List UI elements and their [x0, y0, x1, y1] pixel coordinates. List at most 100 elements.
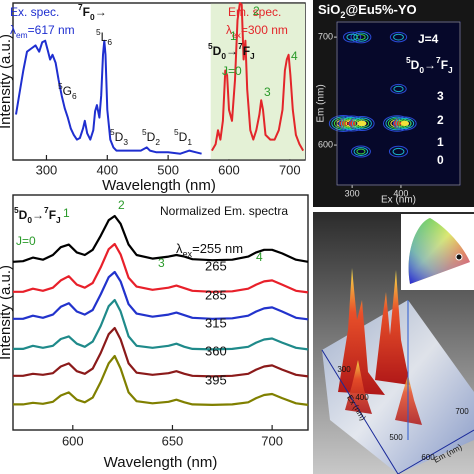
- series-label: 285: [205, 287, 227, 302]
- contour-ring: [343, 31, 362, 43]
- x-tick-label: 700: [279, 162, 301, 177]
- annotation: Ex. spec.: [10, 5, 59, 19]
- contour-ring: [382, 115, 412, 132]
- annotation: 0: [437, 153, 444, 167]
- contour-ring: [389, 31, 408, 43]
- text-part: F: [49, 208, 56, 222]
- annotation: 5D3: [110, 127, 128, 147]
- text-part: D: [179, 130, 188, 144]
- subscript: 6: [107, 37, 112, 47]
- map-frame: [336, 21, 461, 186]
- contour-ring: [400, 120, 410, 127]
- contour-ring: [350, 30, 372, 44]
- text-part: λ: [10, 23, 16, 37]
- superscript: 5: [142, 127, 147, 137]
- contour-ring: [349, 115, 375, 131]
- annotation: 5L6: [96, 27, 112, 47]
- text-part: λ: [226, 23, 232, 37]
- superscript: 7: [78, 2, 83, 12]
- surface-peak: [338, 268, 385, 395]
- superscript: 5: [174, 127, 179, 137]
- surface-peak: [375, 270, 410, 385]
- annotation: 3: [264, 85, 271, 99]
- superscript: 7: [44, 205, 49, 215]
- text-part: @Eu5%-YO: [345, 2, 416, 17]
- x-axis-label: Ex (nm): [381, 195, 416, 206]
- contour-ring: [393, 33, 404, 41]
- subscript: ex: [183, 249, 193, 259]
- annotation: 3: [437, 89, 444, 103]
- subscript: J: [250, 51, 255, 61]
- annotation: 5D0→7FJ: [14, 205, 61, 225]
- subscript: ex: [232, 30, 242, 40]
- text-part: D: [411, 58, 420, 72]
- subscript: 0: [419, 65, 424, 75]
- superscript: 5: [96, 27, 101, 37]
- text-part: F: [441, 58, 448, 72]
- x-tick-label: 500: [157, 162, 179, 177]
- annotation: 5D2: [142, 127, 160, 147]
- contour-ring: [393, 116, 417, 131]
- text-part: D: [115, 130, 124, 144]
- text-part: =617 nm: [28, 23, 75, 37]
- surface-axis: [397, 429, 474, 474]
- annotation: 2: [437, 113, 444, 127]
- text-part: F: [243, 44, 250, 58]
- y-tick-label: 700: [455, 407, 469, 416]
- superscript: 5: [58, 81, 63, 91]
- contour-ring: [388, 145, 409, 158]
- annotation: 5D0→7FJ: [208, 41, 255, 61]
- plot-frame: [12, 194, 309, 431]
- series-label: 265: [205, 258, 227, 273]
- map-title: SiO2@Eu5%-YO: [318, 2, 417, 20]
- subscript: 0: [90, 12, 95, 22]
- annotation: 5D1: [174, 127, 192, 147]
- text-part: D: [19, 208, 28, 222]
- spectrum-line: [13, 326, 309, 378]
- text-part: →: [424, 58, 436, 72]
- text-part: SiO: [318, 2, 340, 17]
- superscript: 5: [208, 41, 213, 51]
- annotation: 2: [118, 198, 125, 212]
- contour-ring: [356, 34, 366, 41]
- y-tick-label: 600: [421, 453, 435, 462]
- contour-ring: [356, 148, 366, 155]
- x-axis-label: Wavelength (nm): [102, 177, 216, 194]
- y-axis-label: Em (nm): [316, 84, 327, 122]
- x-tick-label: 600: [62, 433, 84, 448]
- x-tick-label: 300: [345, 188, 360, 198]
- annotation: 5G6: [58, 81, 77, 101]
- x-tick-label: 650: [162, 433, 184, 448]
- text-part: =255 nm: [192, 241, 243, 256]
- annotation: 1: [63, 206, 70, 220]
- contour-ring: [390, 83, 407, 94]
- contour-ring: [395, 117, 415, 130]
- annotation: 5D0→7FJ: [406, 55, 453, 75]
- y-tick-label: 600: [318, 139, 333, 149]
- spectrum-line: [13, 298, 309, 351]
- contour-ring: [350, 145, 371, 158]
- x-tick-label: 300: [337, 365, 351, 374]
- contour-ring: [353, 147, 369, 156]
- subscript: 0: [221, 51, 226, 61]
- annotation: 1: [437, 135, 444, 149]
- subscript: em: [16, 30, 28, 40]
- superscript: 5: [110, 127, 115, 137]
- spectrum-line: [13, 242, 309, 294]
- annotation: 1: [230, 29, 237, 43]
- text-part: D: [213, 44, 222, 58]
- subscript: 2: [340, 10, 345, 20]
- y-axis-label: Intensity (a.u.): [0, 265, 14, 360]
- text-part: L: [101, 30, 108, 44]
- subscript: 6: [72, 91, 77, 101]
- subscript: 0: [27, 215, 32, 225]
- x-tick-label: 300: [36, 162, 58, 177]
- x-tick-label: 400: [393, 188, 408, 198]
- contour-ring: [393, 85, 404, 93]
- annotation: Em. spec.: [228, 5, 281, 19]
- x-axis-label: Wavelength (nm): [104, 454, 218, 471]
- contour-ring: [346, 33, 358, 41]
- subscript: 2: [155, 137, 160, 147]
- x-tick-label: 600: [218, 162, 240, 177]
